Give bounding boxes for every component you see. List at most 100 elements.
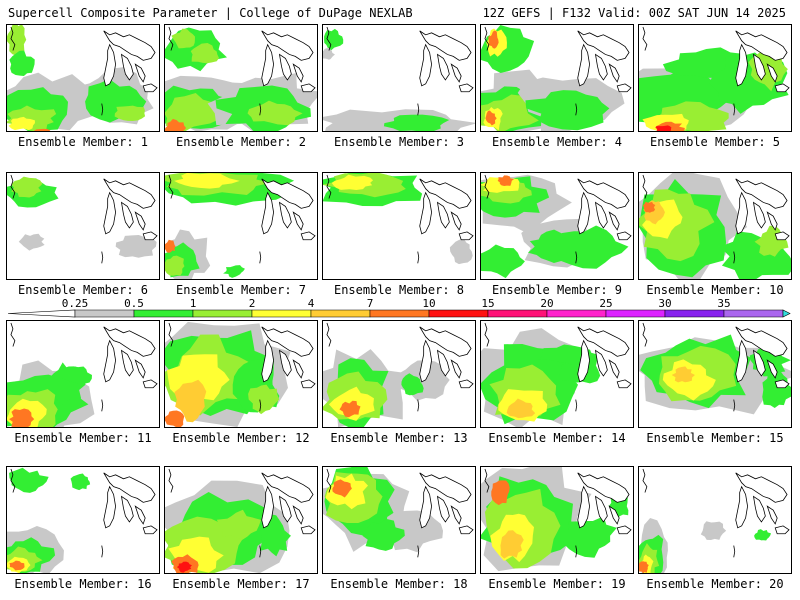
colorbar-segment — [369, 309, 430, 318]
ensemble-map-panel — [164, 24, 318, 132]
scp-contour-map — [165, 26, 317, 131]
scp-contour-map — [323, 26, 475, 131]
ensemble-map-panel — [322, 320, 476, 428]
colorbar-tick-label: 2 — [249, 297, 256, 310]
great-lakes-outline — [261, 178, 316, 241]
ensemble-map-panel — [164, 172, 318, 280]
river-outline — [417, 103, 420, 116]
shoreline-outline — [326, 322, 332, 347]
colorbar-high-tip — [782, 309, 791, 318]
shoreline-outline — [10, 468, 16, 493]
shoreline-outline — [642, 468, 648, 493]
ensemble-map-panel — [6, 320, 160, 428]
river-outline — [101, 251, 104, 264]
scp-contour-region — [324, 28, 344, 51]
scp-contour-region — [383, 114, 450, 131]
shoreline-outline — [326, 174, 332, 199]
great-lakes-outline — [419, 178, 474, 241]
colorbar-segment — [74, 309, 135, 318]
scp-contour-region — [114, 105, 146, 121]
shoreline-outline — [168, 322, 174, 347]
colorbar-tick-label: 15 — [481, 297, 494, 310]
great-lakes-outline — [577, 326, 632, 389]
scp-contour-region — [323, 47, 335, 60]
shoreline-outline — [168, 174, 174, 199]
river-outline — [417, 399, 420, 412]
great-lakes-outline — [419, 326, 474, 389]
scp-contour-region — [247, 100, 303, 126]
ensemble-member-label: Ensemble Member: 17 — [172, 577, 310, 591]
colorbar-segment — [546, 309, 607, 318]
river-outline — [101, 545, 104, 558]
scp-contour-region — [554, 225, 629, 269]
scp-contour-map — [323, 467, 474, 558]
scp-contour-map — [481, 322, 632, 427]
ensemble-member-label: Ensemble Member: 7 — [175, 283, 307, 297]
scp-contour-region — [9, 467, 49, 493]
scp-contour-region — [174, 379, 207, 423]
colorbar-tick-label: 1 — [190, 297, 197, 310]
colorbar-segment — [664, 309, 725, 318]
scp-contour-map — [639, 468, 790, 573]
shoreline-outline — [484, 174, 490, 199]
scp-contour-map — [165, 468, 316, 573]
colorbar-low-tip — [7, 309, 76, 318]
ensemble-member-label: Ensemble Member: 10 — [646, 283, 784, 297]
shoreline-outline — [642, 26, 648, 51]
model-run-info: 12Z GEFS | F132 Valid: 00Z SAT JUN 14 20… — [482, 6, 786, 20]
great-lakes-outline — [261, 30, 316, 93]
scp-contour-region — [525, 90, 610, 131]
shoreline-outline — [10, 174, 16, 199]
ensemble-member-label: Ensemble Member: 5 — [649, 135, 781, 149]
great-lakes-outline — [103, 472, 158, 535]
ensemble-member-label: Ensemble Member: 18 — [330, 577, 468, 591]
ensemble-map-panel — [480, 320, 634, 428]
scp-contour-region — [491, 480, 510, 506]
river-outline — [733, 103, 736, 116]
scp-contour-region — [332, 479, 352, 498]
scp-contour-region — [762, 369, 791, 408]
scp-contour-map — [7, 322, 158, 427]
great-lakes-outline — [419, 30, 474, 93]
ensemble-map-panel — [480, 24, 634, 132]
scp-contour-region — [223, 265, 245, 278]
colorbar-tick-label: 20 — [540, 297, 553, 310]
great-lakes-outline — [103, 326, 158, 389]
ensemble-map-panel — [6, 466, 160, 574]
scp-contour-region — [481, 244, 525, 279]
river-outline — [733, 251, 736, 264]
river-outline — [733, 545, 736, 558]
ensemble-member-label: Ensemble Member: 9 — [491, 283, 623, 297]
scp-contour-map — [639, 26, 790, 131]
scp-contour-region — [8, 116, 35, 131]
scp-contour-region — [11, 176, 43, 198]
great-lakes-outline — [103, 30, 158, 93]
scp-contour-region — [115, 235, 157, 258]
river-outline — [101, 103, 104, 116]
scp-contour-region — [563, 516, 617, 558]
shoreline-outline — [326, 468, 332, 493]
colorbar-tick-label: 10 — [422, 297, 435, 310]
ensemble-member-label: Ensemble Member: 20 — [646, 577, 784, 591]
shoreline-outline — [484, 26, 490, 51]
scp-contour-region — [754, 529, 772, 541]
scp-contour-region — [339, 400, 361, 418]
scp-contour-region — [62, 366, 92, 384]
ensemble-member-label: Ensemble Member: 19 — [488, 577, 626, 591]
shoreline-outline — [642, 322, 648, 347]
ensemble-member-label: Ensemble Member: 16 — [14, 577, 152, 591]
shoreline-outline — [484, 322, 490, 347]
ensemble-member-label: Ensemble Member: 13 — [330, 431, 468, 445]
colorbar-tick-label: 35 — [717, 297, 730, 310]
scp-contour-region — [500, 530, 524, 559]
ensemble-map-panel — [638, 320, 792, 428]
river-outline — [575, 399, 578, 412]
great-lakes-outline — [261, 472, 316, 535]
colorbar-tick-label: 0.5 — [124, 297, 144, 310]
ensemble-member-label: Ensemble Member: 15 — [646, 431, 784, 445]
scp-contour-region — [362, 518, 405, 551]
ensemble-member-label: Ensemble Member: 12 — [172, 431, 310, 445]
ensemble-member-label: Ensemble Member: 11 — [14, 431, 152, 445]
scp-contour-map — [639, 322, 791, 415]
scp-contour-region — [639, 561, 649, 573]
